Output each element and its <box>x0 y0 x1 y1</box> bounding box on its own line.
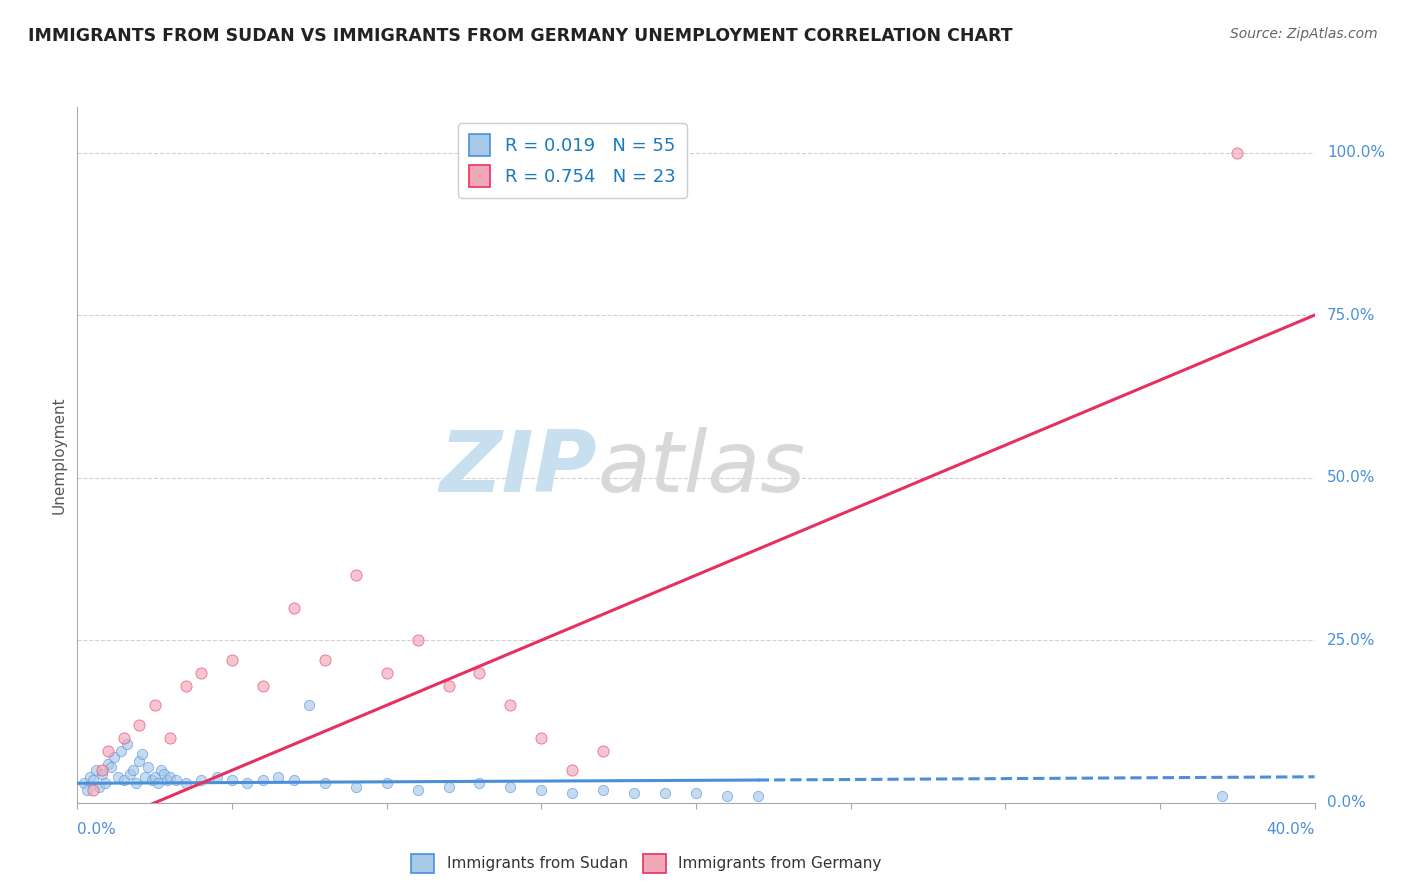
Point <box>561 786 583 800</box>
Point <box>190 665 212 680</box>
Point <box>134 770 156 784</box>
Point <box>344 568 367 582</box>
Point <box>437 780 460 794</box>
Y-axis label: Unemployment: Unemployment <box>51 396 66 514</box>
Point <box>174 776 197 790</box>
Point <box>153 766 176 780</box>
Point <box>125 776 148 790</box>
Point <box>143 770 166 784</box>
Point <box>344 780 367 794</box>
Point <box>716 789 738 804</box>
Text: 75.0%: 75.0% <box>1327 308 1375 323</box>
Point <box>122 764 145 778</box>
Point <box>1211 789 1233 804</box>
Point <box>118 766 141 780</box>
Point <box>128 718 150 732</box>
Point <box>112 731 135 745</box>
Point <box>82 772 104 787</box>
Point <box>221 772 243 787</box>
Point <box>107 770 129 784</box>
Point <box>97 756 120 771</box>
Point <box>499 780 522 794</box>
Point <box>236 776 259 790</box>
Point <box>221 653 243 667</box>
Point <box>112 772 135 787</box>
Point <box>143 698 166 713</box>
Point <box>141 772 163 787</box>
Text: atlas: atlas <box>598 427 806 510</box>
Point <box>76 782 98 797</box>
Text: ZIP: ZIP <box>439 427 598 510</box>
Point <box>115 737 138 751</box>
Point <box>146 776 169 790</box>
Text: 40.0%: 40.0% <box>1267 822 1315 837</box>
Point <box>128 754 150 768</box>
Legend: Immigrants from Sudan, Immigrants from Germany: Immigrants from Sudan, Immigrants from G… <box>405 847 887 879</box>
Point <box>100 760 122 774</box>
Point <box>406 782 429 797</box>
Text: 100.0%: 100.0% <box>1327 145 1385 160</box>
Point <box>298 698 321 713</box>
Point <box>91 764 114 778</box>
Point <box>530 731 553 745</box>
Point <box>94 776 117 790</box>
Point <box>685 786 707 800</box>
Point <box>91 766 114 780</box>
Point <box>530 782 553 797</box>
Point <box>159 731 181 745</box>
Point <box>375 776 398 790</box>
Point <box>468 776 491 790</box>
Point <box>437 679 460 693</box>
Text: 50.0%: 50.0% <box>1327 470 1375 485</box>
Point <box>375 665 398 680</box>
Point <box>82 782 104 797</box>
Text: 0.0%: 0.0% <box>77 822 117 837</box>
Point <box>314 776 336 790</box>
Point <box>156 772 179 787</box>
Point <box>131 747 153 761</box>
Point <box>747 789 769 804</box>
Point <box>592 744 614 758</box>
Point <box>72 776 94 790</box>
Point <box>252 679 274 693</box>
Text: 0.0%: 0.0% <box>1327 796 1365 810</box>
Point <box>283 600 305 615</box>
Point <box>468 665 491 680</box>
Point <box>110 744 132 758</box>
Text: IMMIGRANTS FROM SUDAN VS IMMIGRANTS FROM GERMANY UNEMPLOYMENT CORRELATION CHART: IMMIGRANTS FROM SUDAN VS IMMIGRANTS FROM… <box>28 27 1012 45</box>
Point <box>314 653 336 667</box>
Text: 25.0%: 25.0% <box>1327 632 1375 648</box>
Point <box>1226 145 1249 160</box>
Point <box>561 764 583 778</box>
Point <box>623 786 645 800</box>
Point <box>267 770 290 784</box>
Point <box>205 770 228 784</box>
Point <box>103 750 125 764</box>
Point <box>592 782 614 797</box>
Point <box>190 772 212 787</box>
Point <box>283 772 305 787</box>
Point <box>654 786 676 800</box>
Point <box>406 633 429 648</box>
Point <box>84 764 107 778</box>
Point <box>159 770 181 784</box>
Point <box>149 764 172 778</box>
Point <box>79 770 101 784</box>
Point <box>97 744 120 758</box>
Point <box>252 772 274 787</box>
Point <box>165 772 187 787</box>
Point <box>138 760 160 774</box>
Text: Source: ZipAtlas.com: Source: ZipAtlas.com <box>1230 27 1378 41</box>
Point <box>87 780 110 794</box>
Point <box>174 679 197 693</box>
Point <box>499 698 522 713</box>
